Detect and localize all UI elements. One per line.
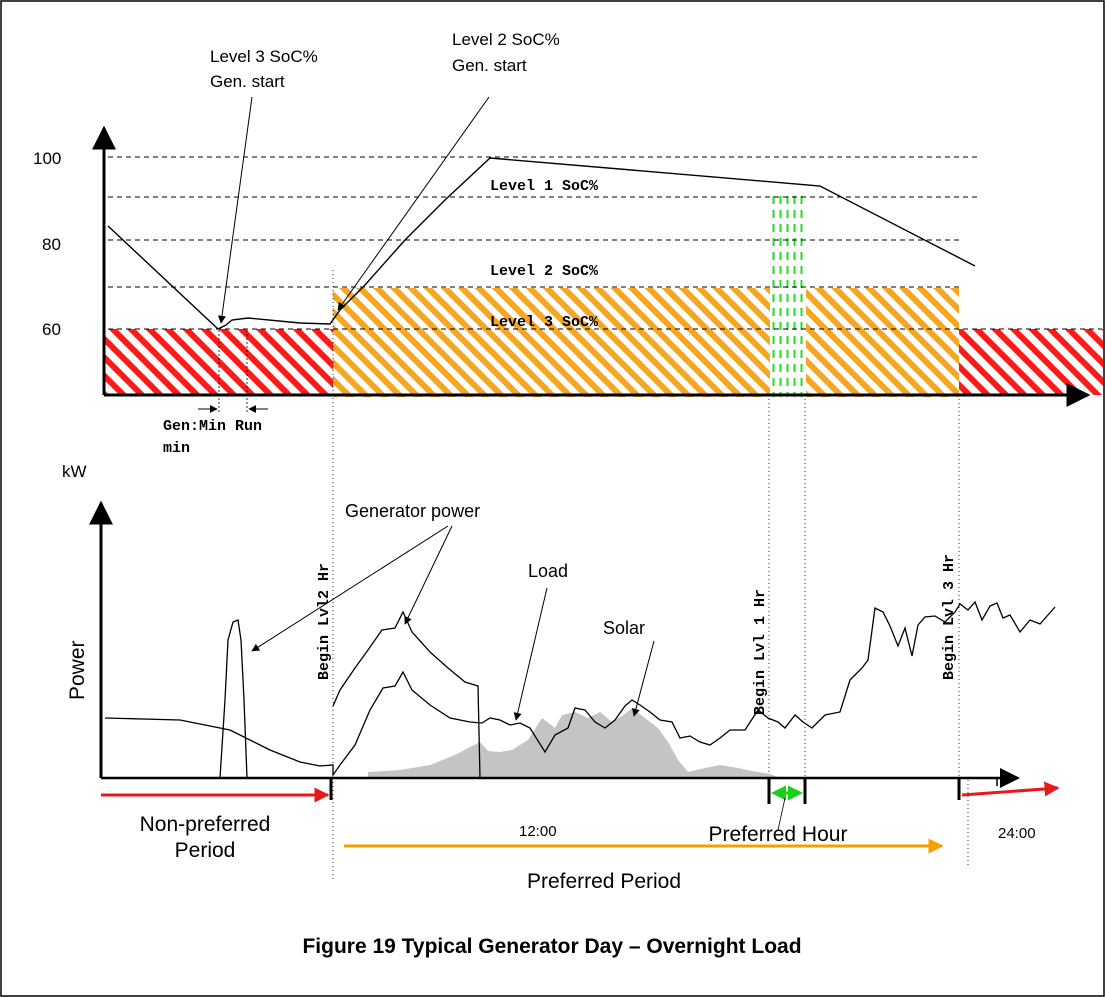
- solar-label: Solar: [603, 618, 645, 638]
- time-label-noon: 12:00: [519, 823, 557, 840]
- non-preferred-label-line2: Period: [175, 839, 236, 862]
- solar-pointer: [631, 640, 655, 717]
- begin-lvl1-label: Begin Lvl 1 Hr: [752, 589, 769, 715]
- level2-label: Level 2 SoC%: [490, 263, 599, 280]
- level2-region-a: [333, 288, 770, 397]
- load-pointer: [513, 587, 548, 721]
- load-line: [104, 600, 1056, 778]
- level1-label: Level 1 SoC%: [490, 178, 599, 195]
- soc-gridlines: [108, 156, 1102, 330]
- level2-start-callout-line1: Level 2 SoC%: [452, 30, 560, 49]
- periods: Non-preferred Period Preferred Period Pr…: [101, 781, 1060, 893]
- level3-region-right: [959, 329, 1103, 395]
- time-label-midnight: 24:00: [998, 825, 1036, 842]
- generator-pointer-2: [404, 525, 453, 625]
- soc-tick-80: 80: [42, 235, 61, 254]
- soc-tick-100: 100: [33, 149, 61, 168]
- period-ticks: [329, 778, 961, 804]
- solar-area: [368, 708, 778, 777]
- begin-lvl2-label: Begin Lvl2 Hr: [316, 563, 333, 680]
- load-label: Load: [528, 561, 568, 581]
- level3-label: Level 3 SoC%: [490, 314, 599, 331]
- figure-caption: Figure 19 Typical Generator Day – Overni…: [302, 935, 801, 958]
- non-preferred-label-line1: Non-preferred: [140, 813, 271, 836]
- soc-chart: 100 80 60 Level 1 SoC% Level 2 SoC% Leve…: [33, 30, 1103, 457]
- level2-start-callout-line2: Gen. start: [452, 56, 527, 75]
- generator-power-label: Generator power: [345, 501, 480, 521]
- level3-start-pointer: [218, 96, 253, 324]
- min-run-label-line1: Gen:Min Run: [163, 418, 262, 435]
- power-chart: kW Power Generator power Load Solar Begi…: [62, 462, 1056, 842]
- power-unit-label: kW: [62, 462, 87, 481]
- level3-start-callout-line2: Gen. start: [210, 72, 285, 91]
- level3-start-callout-line1: Level 3 SoC%: [210, 47, 318, 66]
- preferred-hour-label: Preferred Hour: [709, 823, 848, 846]
- generator-power-line: [219, 610, 481, 779]
- soc-line: [107, 157, 976, 330]
- min-run-label-line2: min: [163, 440, 190, 457]
- power-axis-label: Power: [66, 640, 89, 700]
- level2-start-pointer: [337, 96, 490, 311]
- preferred-period-label: Preferred Period: [527, 870, 681, 893]
- preferred-hour-region: [770, 196, 806, 397]
- level2-region-b: [806, 288, 959, 397]
- generator-pointer-1: [251, 525, 449, 652]
- non-preferred-arrow-right: [961, 781, 1060, 797]
- begin-lvl3-label: Begin Lvl 3 Hr: [941, 554, 958, 680]
- preferred-hour-pointer: [777, 797, 786, 831]
- soc-tick-60: 60: [42, 320, 61, 339]
